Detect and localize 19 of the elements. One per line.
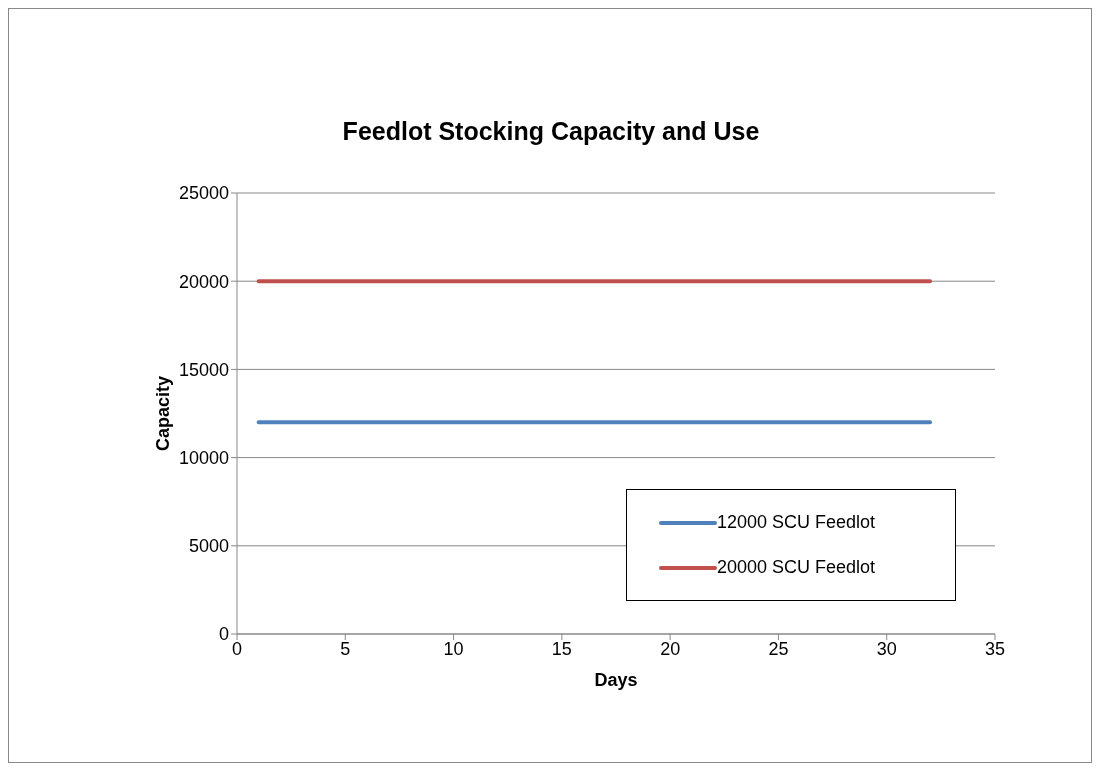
x-tick-label: 0: [231, 638, 243, 659]
x-tick-label: 30: [876, 638, 897, 659]
x-tick-label: 25: [768, 638, 789, 659]
y-tick-label: 20000: [178, 271, 229, 292]
x-axis-title: Days: [594, 670, 638, 690]
legend-label: 20000 SCU Feedlot: [717, 557, 876, 578]
y-tick-label: 15000: [178, 359, 229, 380]
legend-label: 12000 SCU Feedlot: [717, 512, 876, 533]
chart-title: Feedlot Stocking Capacity and Use: [341, 117, 761, 146]
y-tick-label: 10000: [178, 447, 229, 468]
x-tick-label: 20: [660, 638, 681, 659]
x-tick-label: 10: [443, 638, 464, 659]
x-tick-label: 35: [984, 638, 1006, 659]
x-tick-label: 15: [551, 638, 572, 659]
y-tick-label: 5000: [188, 536, 229, 557]
y-tick-label: 0: [218, 624, 229, 645]
x-tick-label: 5: [340, 638, 351, 659]
y-tick-label: 25000: [178, 183, 229, 204]
y-axis-title: Capacity: [153, 375, 174, 452]
